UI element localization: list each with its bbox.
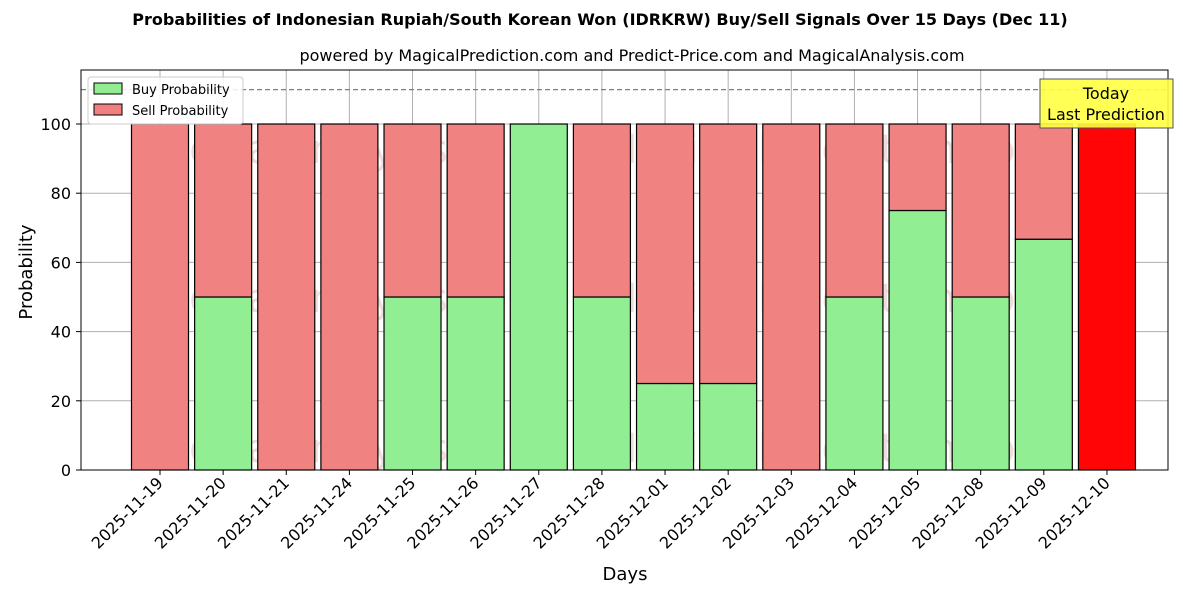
bar-sell [130,123,190,471]
bar-sell-today [1077,123,1137,471]
y-tick-label: 40 [51,323,71,342]
x-axis-label: Days [603,564,648,585]
bar-sell [194,123,253,298]
chart-title: Probabilities of Indonesian Rupiah/South… [132,10,1068,29]
bar-buy [383,296,442,471]
plot-frame [80,69,1169,471]
bar-sell [446,123,505,298]
chart-subtitle: powered by MagicalPrediction.com and Pre… [299,46,965,65]
annotation-line1: Today [1082,84,1129,103]
y-tick-label: 100 [40,115,71,134]
bar-buy [699,382,758,471]
annotation-line2: Last Prediction [1047,105,1165,124]
legend-box [87,76,244,125]
legend-buy-swatch [93,82,123,95]
y-tick-label: 0 [61,461,71,480]
bar-sell [825,123,884,298]
y-axis: 0 20 40 60 80 100 [40,115,81,480]
bar-buy [446,296,505,471]
bar-buy [1014,238,1073,471]
bar-buy [572,296,632,471]
bar-sell [699,123,758,385]
bar-sell [762,123,821,471]
bar-buy [888,209,947,471]
bar-sell [888,123,947,212]
bar-buy [635,382,695,471]
bars [130,123,1137,471]
annotation-box [1039,78,1174,129]
bar-sell [572,123,632,298]
legend-buy-label: Buy Probability [132,83,230,98]
bar-sell [383,123,442,298]
bar-sell [257,123,316,471]
y-tick-label: 60 [51,253,71,272]
legend: Buy Probability Sell Probability [87,76,244,125]
bar-sell [320,123,379,471]
legend-sell-swatch [93,103,123,116]
bar-buy [951,296,1010,471]
legend-sell-label: Sell Probability [132,104,229,119]
bar-buy [194,296,253,471]
bar-sell [1014,123,1073,240]
today-annotation: Today Last Prediction [1039,78,1174,129]
y-tick-label: 20 [51,392,71,411]
bar-buy [509,123,568,471]
y-tick-label: 80 [51,184,71,203]
x-axis: 2025-11-192025-11-202025-11-212025-11-24… [88,470,1114,553]
y-axis-label: Probability [16,224,37,319]
bar-sell [635,123,695,385]
bar-buy [825,296,884,471]
bar-sell [951,123,1010,298]
